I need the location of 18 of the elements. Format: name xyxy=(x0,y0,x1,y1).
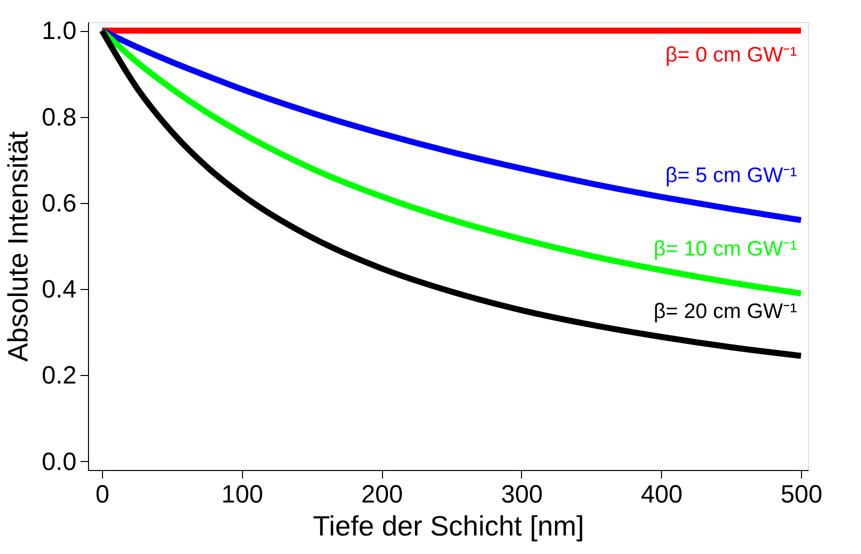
y-tick-label: 0.0 xyxy=(42,448,76,476)
y-tick-label: 0.2 xyxy=(42,362,76,390)
y-tick-label: 0.8 xyxy=(42,103,76,132)
x-axis-title: Tiefe der Schicht [nm] xyxy=(312,510,584,542)
y-tick-label: 0.6 xyxy=(42,189,76,218)
series-label: β= 0 cm GW⁻¹ xyxy=(665,44,798,67)
x-tick-label: 400 xyxy=(640,480,683,508)
y-tick-label: 1.0 xyxy=(42,17,76,46)
x-tick-label: 0 xyxy=(96,480,110,508)
x-tick-label: 300 xyxy=(501,480,543,508)
x-tick-label: 100 xyxy=(221,480,264,508)
y-tick-label: 0.4 xyxy=(42,276,77,304)
x-tick-label: 200 xyxy=(361,480,403,508)
series-label: β= 20 cm GW⁻¹ xyxy=(654,300,798,323)
y-axis-title: Absolute Intensität xyxy=(2,131,34,362)
series-label: β= 5 cm GW⁻¹ xyxy=(665,164,798,188)
series-label: β= 10 cm GW⁻¹ xyxy=(654,237,798,260)
x-tick-label: 500 xyxy=(780,480,822,508)
